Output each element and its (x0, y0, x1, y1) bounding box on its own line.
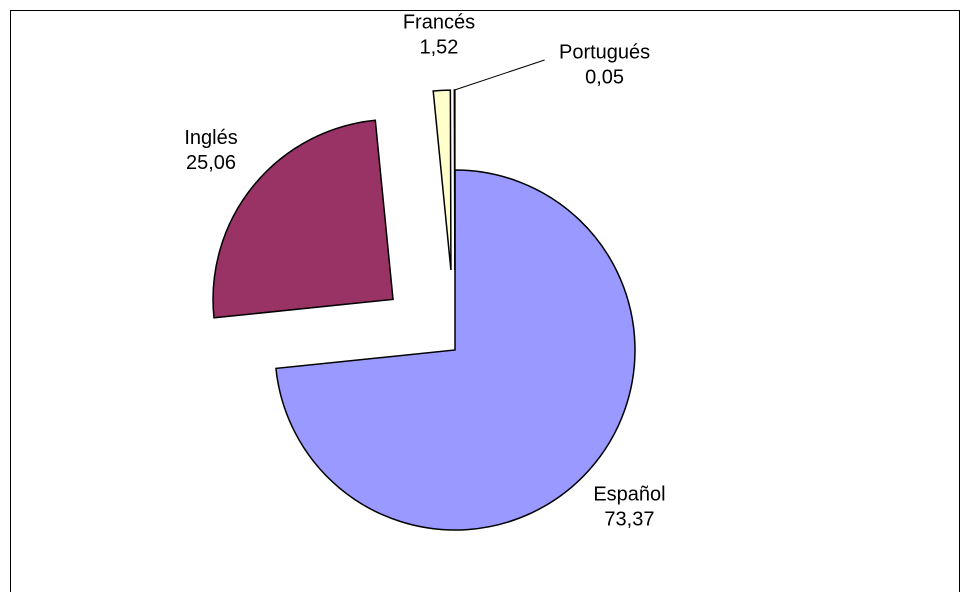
slice-value-label: 1,52 (420, 37, 459, 59)
pie-slice (212, 119, 394, 319)
pie-slice (275, 169, 636, 531)
slice-label: Inglés (184, 127, 237, 149)
pie-slice (432, 89, 452, 271)
slice-label: Español (593, 484, 665, 506)
slice-value-label: 0,05 (585, 66, 624, 88)
slice-label: Portugués (559, 41, 650, 63)
slice-value-label: 25,06 (186, 152, 236, 174)
slice-value-label: 73,37 (604, 509, 654, 531)
leader-line (454, 59, 545, 91)
slice-label: Francés (403, 12, 475, 34)
pie-slice (453, 89, 456, 271)
